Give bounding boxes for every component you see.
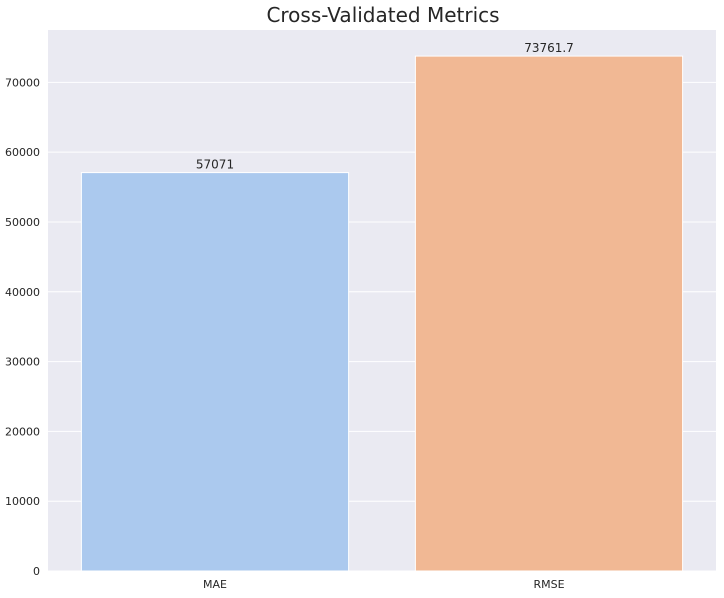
y-tick-label: 30000 — [5, 356, 40, 369]
y-tick-label: 10000 — [5, 495, 40, 508]
y-tick-label: 60000 — [5, 146, 40, 159]
x-tick-label: MAE — [203, 578, 227, 591]
chart-title: Cross-Validated Metrics — [266, 3, 499, 27]
bar-mae — [80, 172, 350, 572]
bars: 57071 73761.7 — [80, 41, 684, 572]
bar-value-label: 57071 — [196, 158, 234, 172]
y-tick-label: 40000 — [5, 286, 40, 299]
bar-rmse — [414, 55, 684, 572]
y-tick-label: 50000 — [5, 216, 40, 229]
y-axis-ticks: 0 10000 20000 30000 40000 50000 60000 70000 — [5, 76, 40, 578]
y-tick-label: 70000 — [5, 76, 40, 89]
y-tick-label: 20000 — [5, 425, 40, 438]
x-axis-ticks: MAE RMSE — [203, 578, 565, 591]
x-tick-label: RMSE — [533, 578, 564, 591]
bar-value-label: 73761.7 — [524, 41, 574, 55]
y-tick-label: 0 — [33, 565, 40, 578]
